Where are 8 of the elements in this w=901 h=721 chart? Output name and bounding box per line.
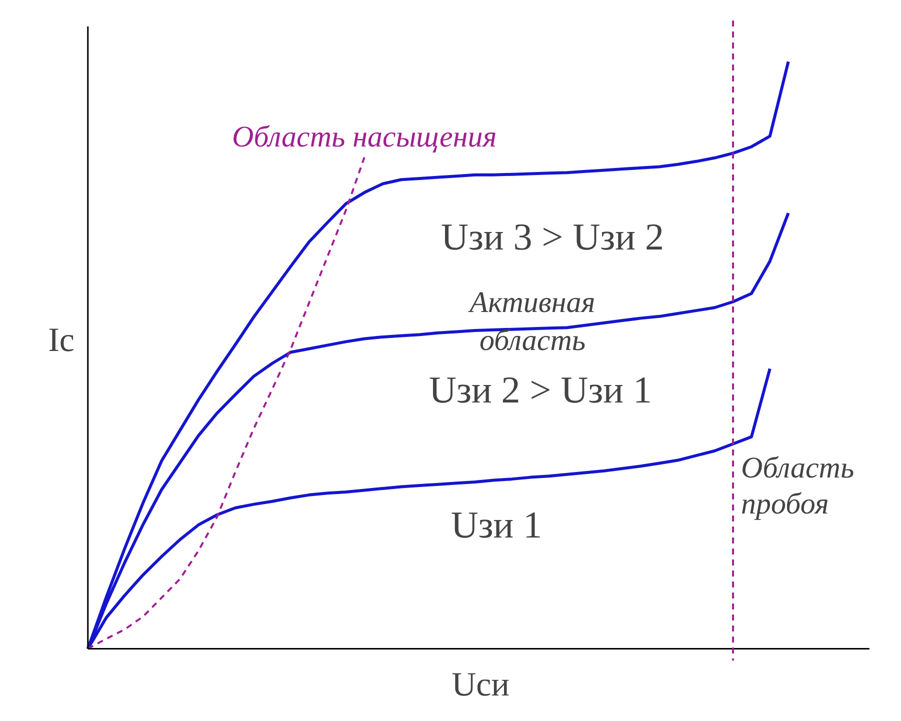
x-axis-title: Uси bbox=[452, 666, 510, 704]
annotation: Uзи 3 > Uзи 2 bbox=[440, 216, 664, 259]
annotation: Uзи 2 > Uзи 1 bbox=[428, 369, 652, 412]
text: Область пробоя bbox=[741, 451, 854, 520]
annotation: Uзи 1 bbox=[450, 504, 542, 546]
y-axis-title: Iс bbox=[48, 322, 75, 359]
series-label: Область насыщения bbox=[232, 120, 497, 154]
annotation: Активная область bbox=[468, 286, 596, 357]
